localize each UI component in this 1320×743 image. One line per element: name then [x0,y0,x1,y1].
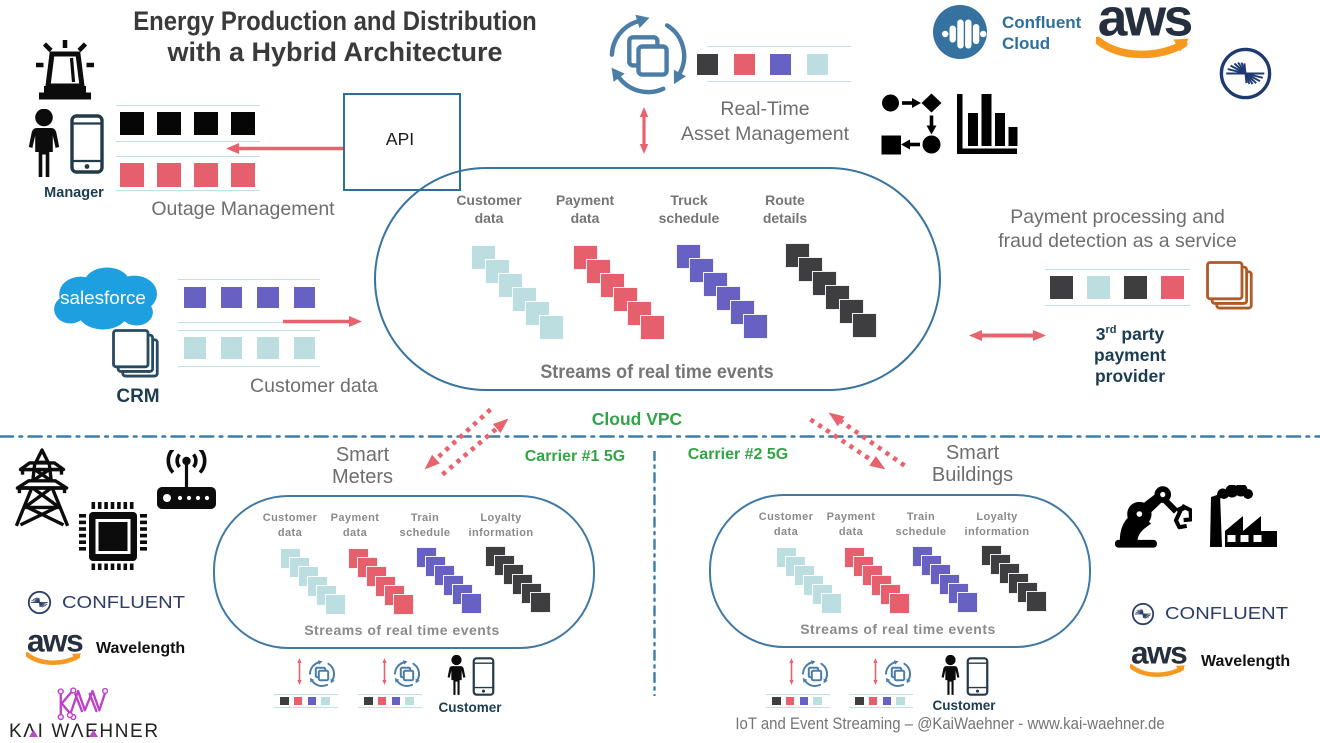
svg-text:CONFLUENT: CONFLUENT [1165,606,1288,623]
svg-text:salesforce: salesforce [60,287,146,308]
svg-text:CONFLUENT: CONFLUENT [62,595,185,612]
